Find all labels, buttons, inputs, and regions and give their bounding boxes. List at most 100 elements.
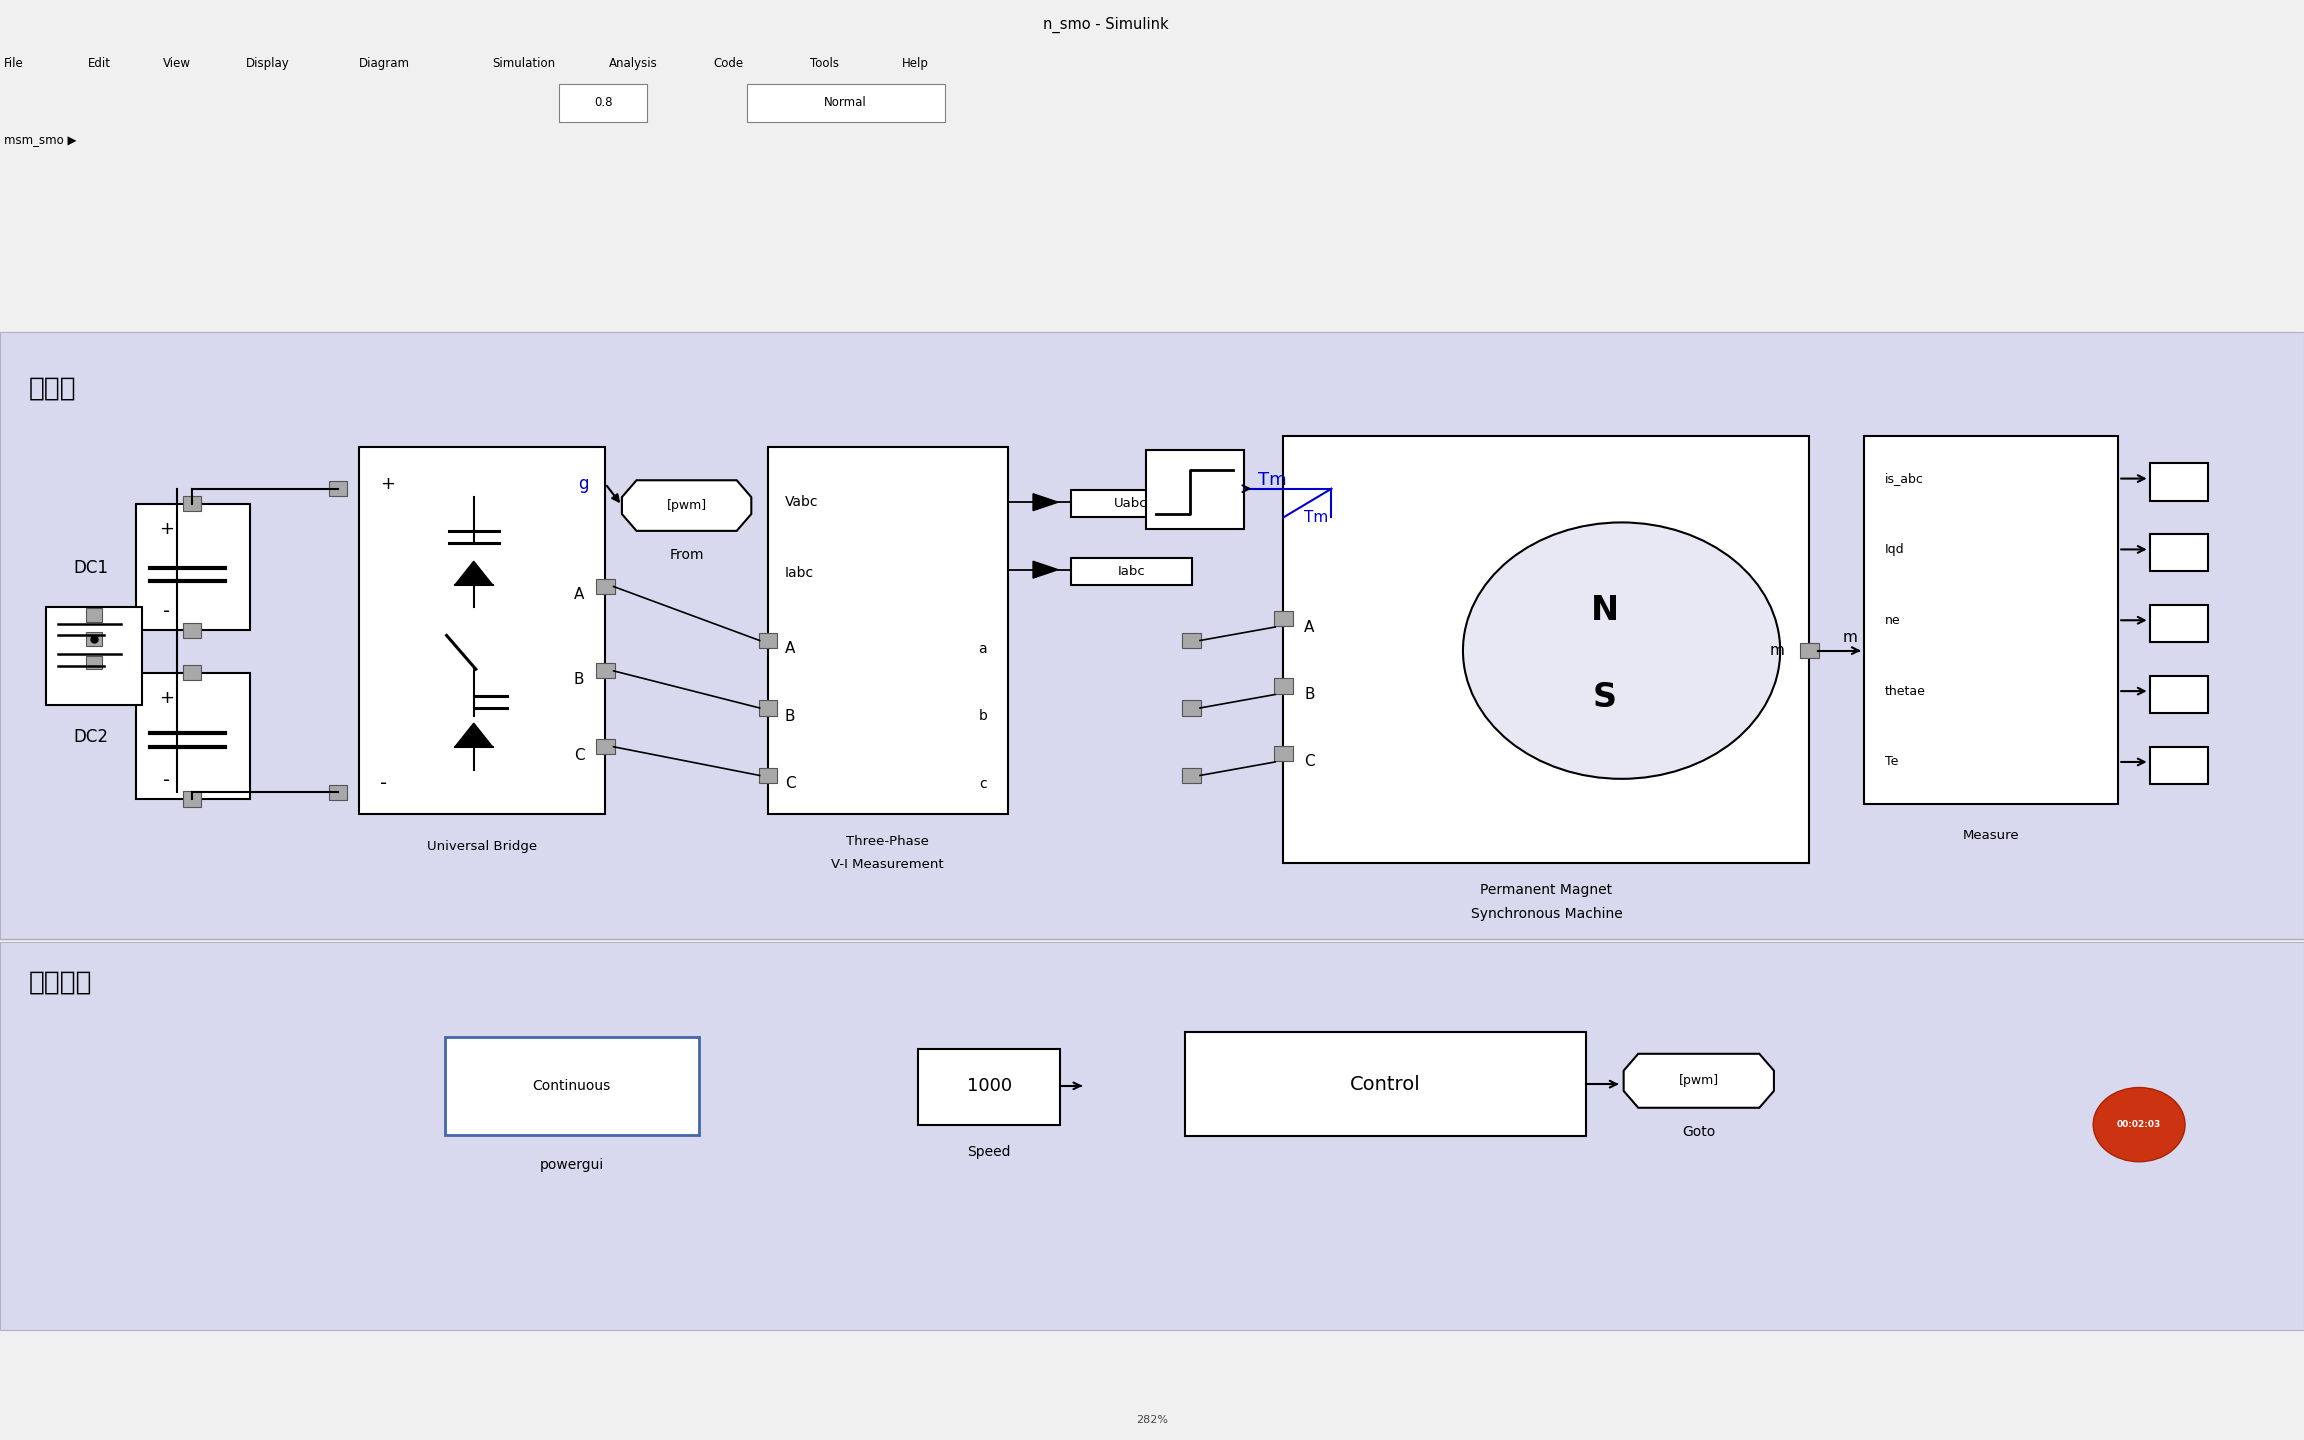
FancyBboxPatch shape (85, 655, 101, 670)
FancyBboxPatch shape (136, 504, 251, 631)
FancyBboxPatch shape (136, 672, 251, 799)
FancyBboxPatch shape (919, 1048, 1060, 1125)
Text: thetae: thetae (1885, 684, 1926, 697)
Text: 控制回路: 控制回路 (30, 969, 92, 995)
FancyBboxPatch shape (1799, 644, 1818, 658)
Text: Display: Display (247, 56, 290, 71)
Text: Analysis: Analysis (608, 56, 659, 71)
Text: C: C (574, 747, 585, 763)
FancyBboxPatch shape (445, 1037, 698, 1135)
Text: Vabc: Vabc (786, 495, 818, 510)
FancyBboxPatch shape (1182, 700, 1200, 716)
FancyBboxPatch shape (1071, 491, 1191, 517)
Text: -: - (380, 775, 387, 793)
Text: +: + (159, 688, 175, 707)
Text: Speed: Speed (968, 1145, 1011, 1159)
FancyBboxPatch shape (182, 497, 200, 511)
FancyBboxPatch shape (597, 739, 615, 755)
FancyBboxPatch shape (182, 792, 200, 806)
Text: +: + (380, 475, 394, 492)
Polygon shape (454, 562, 493, 585)
Text: V-I Measurement: V-I Measurement (832, 858, 942, 871)
Text: Universal Bridge: Universal Bridge (426, 840, 537, 852)
FancyBboxPatch shape (597, 664, 615, 678)
FancyBboxPatch shape (2150, 675, 2207, 713)
FancyBboxPatch shape (1184, 1032, 1585, 1136)
Text: A: A (1304, 619, 1316, 635)
Text: Tm: Tm (1258, 471, 1288, 490)
Text: C: C (786, 776, 795, 792)
FancyBboxPatch shape (1182, 768, 1200, 783)
FancyBboxPatch shape (758, 634, 776, 648)
Text: A: A (786, 641, 795, 657)
Text: B: B (786, 708, 795, 724)
FancyBboxPatch shape (560, 85, 647, 121)
FancyBboxPatch shape (2150, 747, 2207, 783)
Text: Tm: Tm (1304, 510, 1329, 524)
Text: msm_smo ▶: msm_smo ▶ (5, 134, 76, 147)
Text: Simulation: Simulation (493, 56, 555, 71)
Text: ne: ne (1885, 613, 1901, 626)
Text: Iqd: Iqd (1885, 543, 1903, 556)
Text: b: b (979, 710, 986, 723)
FancyBboxPatch shape (182, 665, 200, 680)
Text: 0.8: 0.8 (594, 96, 613, 109)
Text: S: S (1592, 681, 1617, 714)
FancyBboxPatch shape (758, 768, 776, 783)
Text: Iabc: Iabc (786, 566, 813, 580)
FancyBboxPatch shape (359, 446, 606, 814)
Text: B: B (574, 672, 585, 687)
FancyBboxPatch shape (1071, 557, 1191, 585)
FancyBboxPatch shape (0, 331, 2304, 939)
Text: 00:02:03: 00:02:03 (2117, 1120, 2161, 1129)
Text: 主回路: 主回路 (30, 376, 76, 402)
FancyBboxPatch shape (597, 579, 615, 595)
Text: Diagram: Diagram (359, 56, 410, 71)
FancyBboxPatch shape (1274, 678, 1293, 694)
Text: Three-Phase: Three-Phase (846, 835, 929, 848)
Text: C: C (1304, 755, 1316, 769)
FancyBboxPatch shape (1274, 611, 1293, 626)
Polygon shape (1624, 1054, 1774, 1107)
FancyBboxPatch shape (2150, 534, 2207, 572)
FancyBboxPatch shape (2150, 464, 2207, 501)
Circle shape (1463, 523, 1781, 779)
Text: DC1: DC1 (74, 559, 108, 577)
FancyBboxPatch shape (0, 942, 2304, 1331)
FancyBboxPatch shape (1145, 449, 1244, 528)
FancyBboxPatch shape (329, 785, 348, 799)
Polygon shape (622, 481, 751, 531)
Text: -: - (164, 770, 170, 791)
FancyBboxPatch shape (767, 446, 1009, 814)
Text: Synchronous Machine: Synchronous Machine (1470, 907, 1622, 922)
Text: n_smo - Simulink: n_smo - Simulink (1044, 17, 1168, 33)
FancyBboxPatch shape (85, 609, 101, 622)
Polygon shape (1032, 494, 1058, 511)
FancyBboxPatch shape (182, 622, 200, 638)
Text: DC2: DC2 (74, 727, 108, 746)
FancyBboxPatch shape (1283, 436, 1809, 863)
FancyBboxPatch shape (746, 85, 945, 121)
FancyBboxPatch shape (85, 632, 101, 645)
Text: m: m (1769, 644, 1783, 658)
Text: 282%: 282% (1136, 1416, 1168, 1426)
Text: Control: Control (1350, 1074, 1422, 1093)
Text: +: + (159, 520, 175, 539)
FancyBboxPatch shape (1864, 436, 2117, 804)
Text: Help: Help (901, 56, 929, 71)
Text: is_abc: is_abc (1885, 472, 1924, 485)
Text: Measure: Measure (1963, 829, 2018, 842)
Text: m: m (1843, 629, 1857, 645)
Text: N: N (1590, 593, 1620, 626)
Text: Code: Code (714, 56, 744, 71)
Text: Normal: Normal (825, 96, 866, 109)
Text: Iabc: Iabc (1117, 564, 1145, 577)
Text: a: a (979, 642, 986, 657)
Text: File: File (5, 56, 23, 71)
Text: A: A (574, 588, 585, 602)
FancyBboxPatch shape (1274, 746, 1293, 762)
Text: Edit: Edit (88, 56, 111, 71)
Text: View: View (164, 56, 191, 71)
Polygon shape (1032, 562, 1058, 577)
Text: [pwm]: [pwm] (1680, 1074, 1719, 1087)
